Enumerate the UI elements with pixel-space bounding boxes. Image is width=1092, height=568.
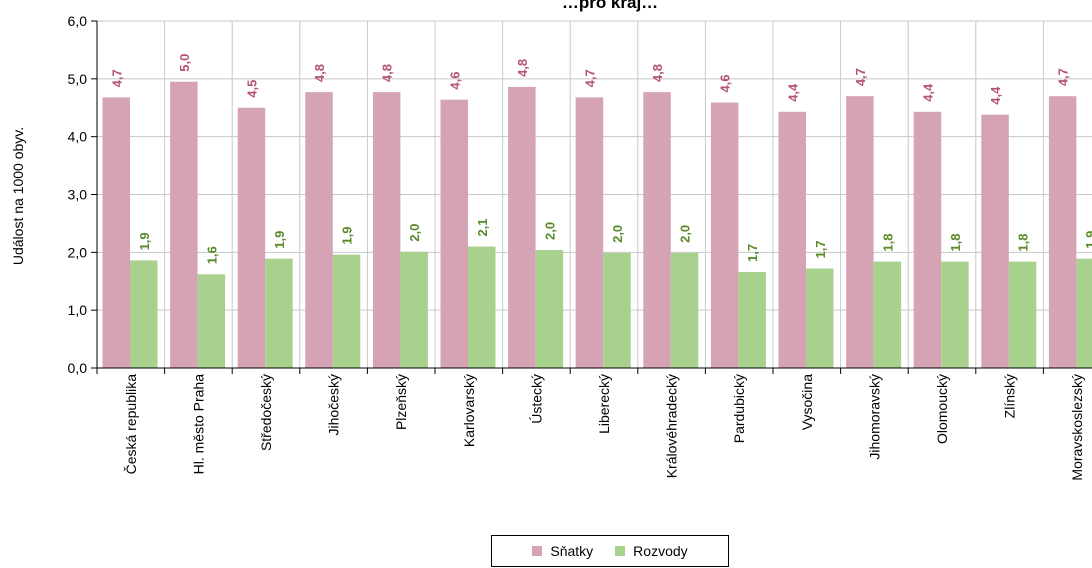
bar — [981, 114, 1009, 368]
bar — [575, 97, 604, 368]
x-tick-label: Olomoucký — [934, 374, 950, 444]
bar — [778, 111, 806, 368]
y-tick-label: 1,0 — [68, 302, 88, 318]
bar — [913, 111, 942, 368]
bars — [102, 81, 1092, 369]
data-label: 1,8 — [880, 234, 895, 252]
data-label: 4,8 — [650, 64, 665, 82]
data-label: 4,7 — [109, 69, 124, 87]
bar — [400, 251, 428, 368]
bar — [102, 97, 130, 368]
data-label: 4,7 — [1056, 68, 1071, 86]
data-label: 1,7 — [813, 240, 828, 258]
x-tick-label: Středočeský — [258, 374, 274, 451]
data-label: 4,7 — [582, 69, 597, 87]
data-label: 4,6 — [447, 72, 462, 90]
x-tick-label: Liberecký — [596, 374, 612, 434]
data-label: 2,0 — [407, 224, 422, 242]
data-label: 1,8 — [1016, 234, 1031, 252]
x-tick-label: Vysočina — [799, 374, 815, 431]
data-label: 2,0 — [542, 222, 557, 240]
legend: Sňatky Rozvody — [491, 535, 729, 567]
data-label: 4,8 — [515, 59, 530, 77]
bar — [535, 250, 564, 368]
data-label: 4,7 — [853, 68, 868, 86]
y-tick-label: 2,0 — [68, 244, 88, 260]
legend-swatch-rozvody — [615, 546, 626, 556]
bar — [643, 92, 671, 368]
bar — [440, 99, 468, 369]
data-label: 2,0 — [678, 225, 693, 243]
data-label: 1,9 — [340, 227, 355, 245]
data-labels: 4,7 5,0 4,5 4,8 4,8 4,6 4,8 4,7 4,8 4,6 4,4 4,7 4,4 4… — [109, 54, 1092, 265]
x-tick-label: Hl. město Praha — [190, 374, 206, 475]
bar — [372, 92, 401, 368]
bar — [846, 96, 874, 368]
x-tick-label: Jihočeský — [326, 374, 342, 435]
x-tick-label: Plzeňský — [393, 374, 409, 430]
bar — [806, 268, 834, 368]
legend-label-snatky: Sňatky — [550, 543, 594, 559]
data-label: 4,5 — [244, 80, 259, 98]
data-label: 4,8 — [312, 64, 327, 82]
legend-swatch-snatky — [532, 546, 543, 556]
bar — [237, 107, 266, 368]
x-tick-label: Královéhradecký — [664, 374, 680, 478]
x-tick-label: Jihomoravský — [866, 374, 882, 460]
legend-item-snatky: Sňatky — [532, 543, 593, 559]
bar — [670, 252, 699, 368]
bar — [738, 271, 766, 368]
legend-item-rozvody: Rozvody — [615, 543, 688, 559]
y-tick-label: 6,0 — [68, 13, 88, 29]
bar — [130, 260, 158, 368]
data-label: 4,4 — [920, 83, 935, 102]
y-axis-label: Událost na 1000 obyv. — [10, 127, 26, 265]
bar — [265, 258, 293, 368]
y-tick-label: 4,0 — [68, 129, 88, 145]
bar — [332, 254, 361, 368]
data-label: 1,7 — [745, 244, 760, 262]
bar — [873, 261, 902, 368]
y-tick-label: 3,0 — [68, 187, 88, 203]
data-label: 1,8 — [948, 234, 963, 252]
bar — [1008, 261, 1037, 368]
bar — [603, 252, 631, 368]
x-tick-label: Ústecký — [528, 374, 544, 424]
data-label: 2,1 — [475, 218, 490, 236]
x-tick-label: Zlínský — [1002, 374, 1018, 418]
data-label: 4,6 — [718, 74, 733, 92]
y-tick-label: 5,0 — [68, 71, 88, 87]
data-label: 1,6 — [204, 246, 219, 264]
data-label: 2,0 — [610, 225, 625, 243]
bar — [468, 246, 496, 368]
data-label: 4,4 — [785, 83, 800, 102]
bar — [1048, 96, 1077, 368]
bar — [305, 92, 333, 368]
data-label: 1,9 — [137, 232, 152, 250]
bar — [710, 102, 739, 369]
y-ticks: 0,0 1,0 2,0 3,0 4,0 5,0 6,0 — [68, 13, 97, 376]
x-tick-label: Moravskoslezský — [1069, 374, 1085, 481]
data-label: 4,4 — [988, 86, 1003, 105]
legend-label-rozvody: Rozvody — [633, 543, 688, 559]
data-label: 1,9 — [272, 231, 287, 249]
bar — [508, 86, 536, 369]
data-label: 4,8 — [380, 64, 395, 82]
x-tick-label: Karlovarský — [461, 374, 477, 447]
data-label: 1,9 — [1083, 231, 1092, 249]
x-ticks: Česká republika Hl. město Praha Středočesk… — [96, 368, 1085, 481]
chart-title: …pro kraj… — [562, 0, 658, 12]
x-tick-label: Česká republika — [123, 374, 139, 475]
bar — [1076, 258, 1092, 368]
x-tick-label: Pardubický — [731, 374, 747, 443]
grid — [97, 20, 1092, 368]
y-tick-label: 0,0 — [68, 360, 88, 376]
chart: …pro kraj… Událost na 1000 obyv. 4,75,04… — [10, 0, 1092, 481]
bar — [197, 274, 226, 368]
bar — [941, 261, 969, 368]
bar — [170, 81, 198, 368]
data-label: 5,0 — [177, 54, 192, 72]
